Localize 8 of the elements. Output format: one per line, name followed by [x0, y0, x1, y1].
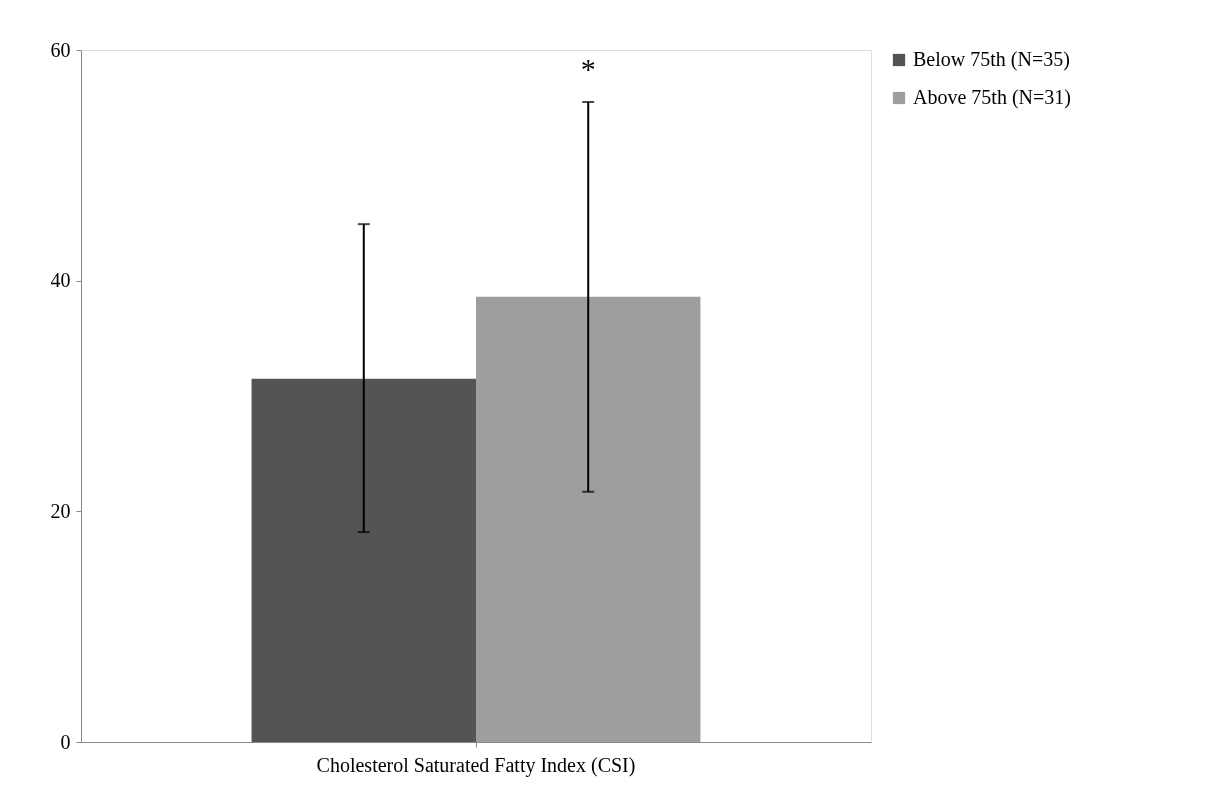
y-tick-label: 60: [50, 38, 71, 61]
annotation: *: [580, 51, 596, 85]
y-tick-label: 0: [60, 730, 71, 753]
x-tick-label: Cholesterol Saturated Fatty Index (CSI): [316, 753, 636, 777]
y-tick-label: 40: [50, 269, 71, 292]
legend-label: Above 75th (N=31): [913, 86, 1071, 109]
y-tick-label: 20: [50, 499, 71, 522]
legend-label: Below 75th (N=35): [913, 48, 1070, 71]
